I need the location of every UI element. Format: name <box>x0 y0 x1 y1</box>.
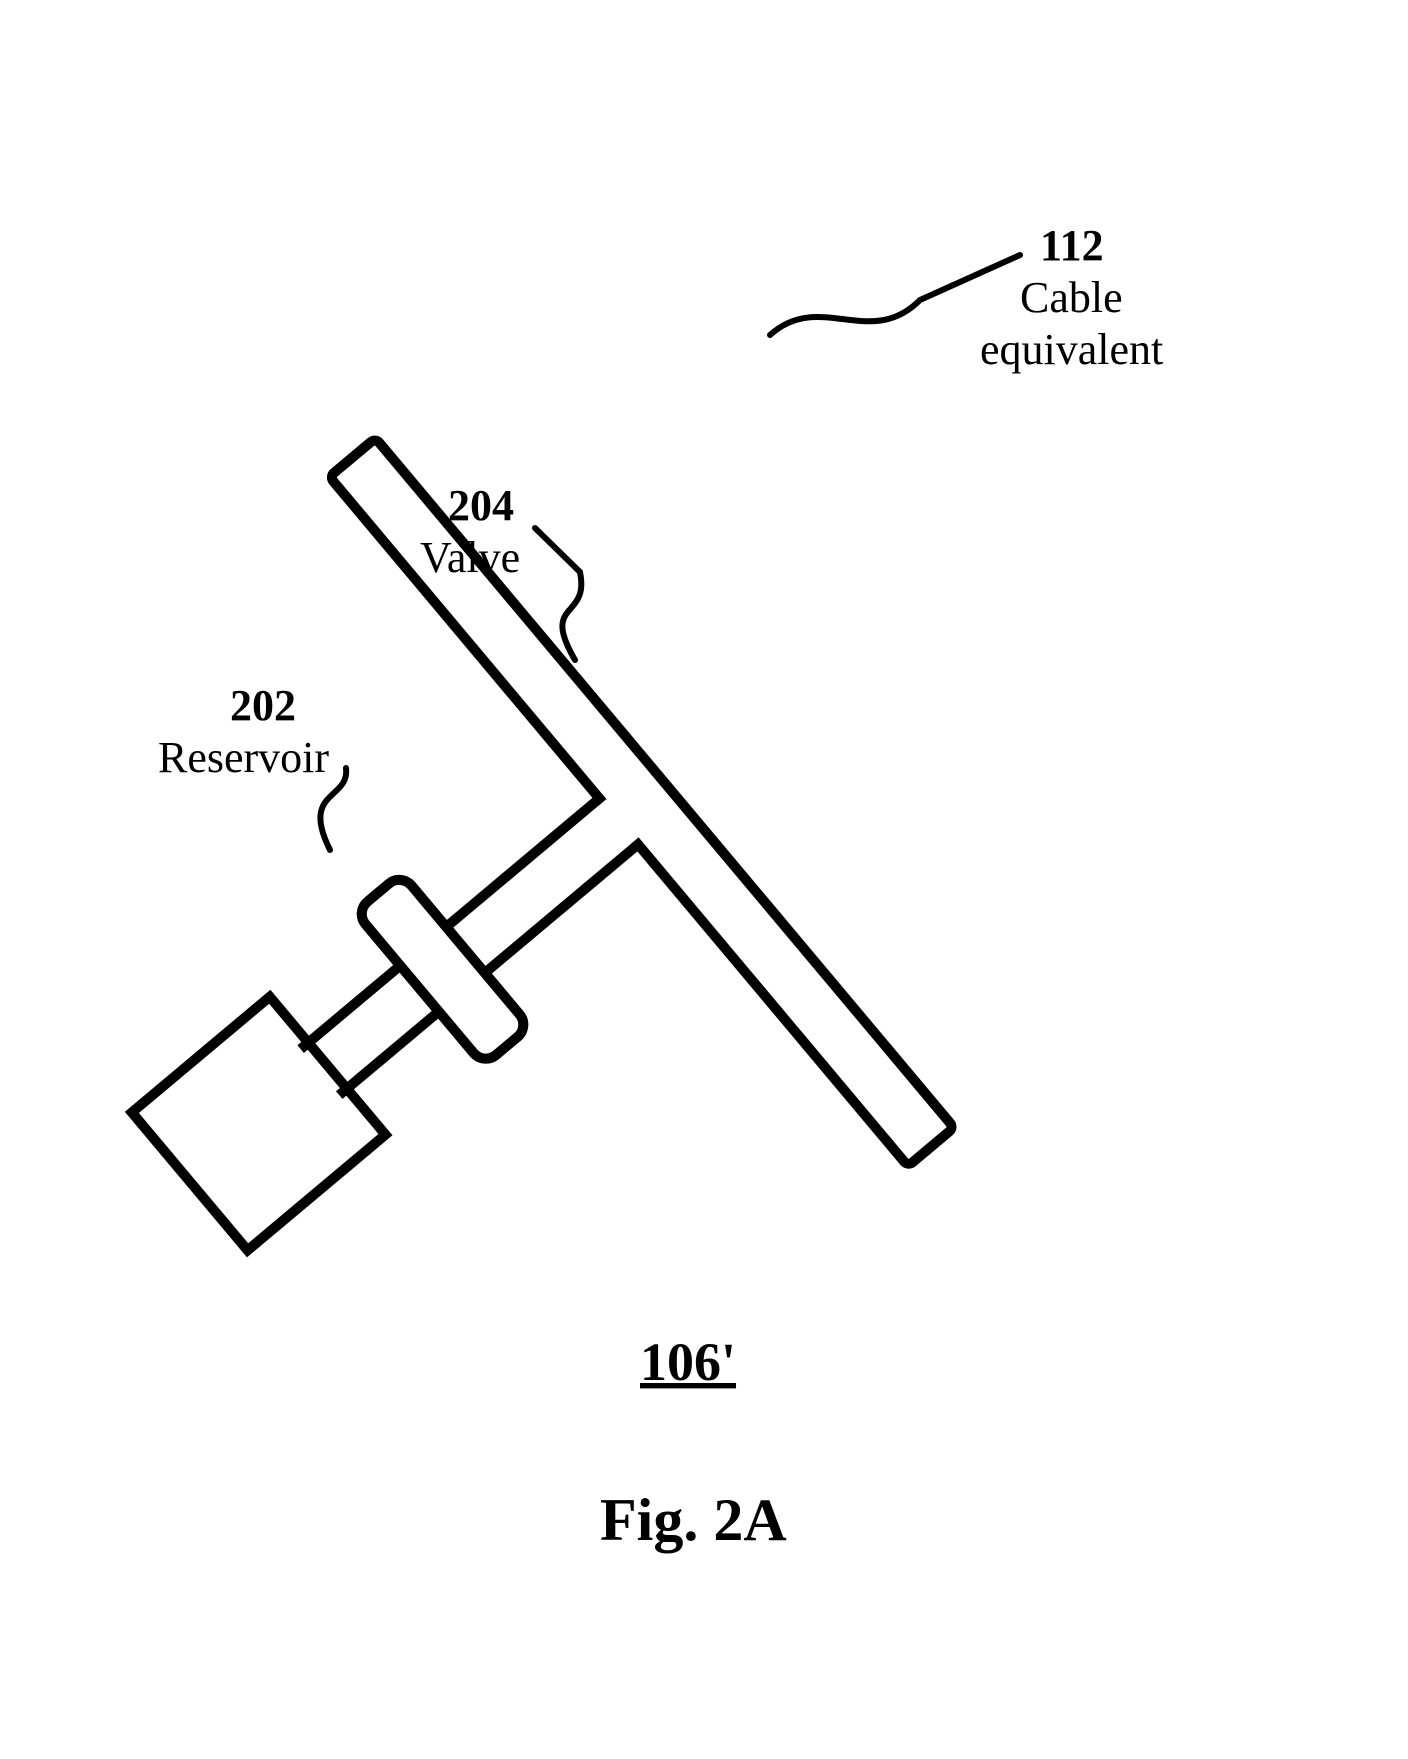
device-assembly <box>0 438 954 1526</box>
label-reservoir-number: 202 <box>230 681 296 730</box>
callout-leader-cable <box>770 255 1020 335</box>
label-cable-text-1: Cable <box>1020 273 1123 322</box>
label-reservoir-text: Reservoir <box>158 733 329 782</box>
label-valve-text: Valve <box>420 533 520 582</box>
label-valve-number: 204 <box>448 481 514 530</box>
label-cable-number: 112 <box>1040 221 1104 270</box>
figure-caption: Fig. 2A <box>600 1487 787 1553</box>
figure-number: 106' <box>640 1332 736 1392</box>
diagram-canvas: 112 Cable equivalent 204 Valve 202 Reser… <box>0 0 1408 1759</box>
label-cable-text-2: equivalent <box>980 325 1163 374</box>
